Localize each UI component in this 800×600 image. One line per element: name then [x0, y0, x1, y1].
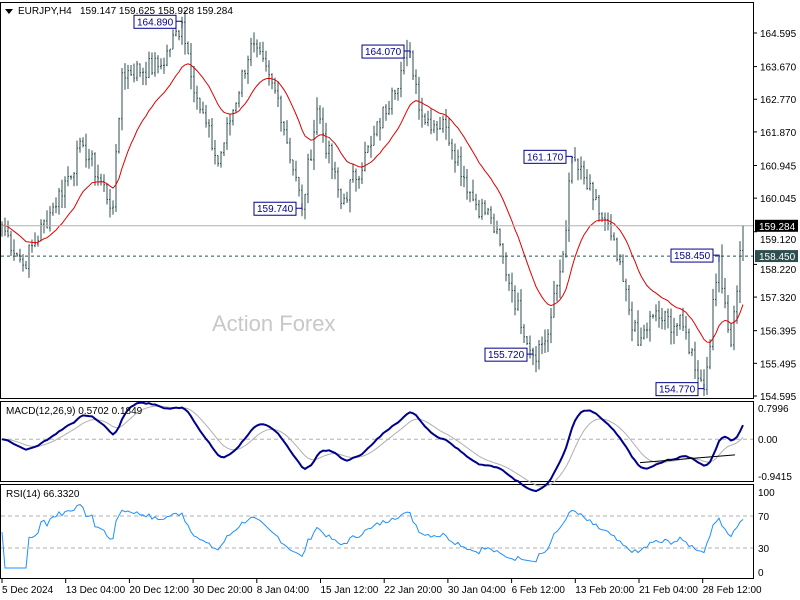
watermark: Action Forex [212, 311, 336, 336]
annotation-box [484, 347, 528, 362]
current-price-label: 159.284 [759, 222, 796, 233]
annotation-box [253, 201, 297, 216]
price-tick-label: 156.395 [760, 327, 797, 338]
annotation-leader [566, 155, 573, 164]
annotation-label: 159.740 [257, 204, 294, 215]
time-tick-label: 28 Feb 12:00 [703, 585, 762, 596]
price-tick-label: 164.595 [760, 29, 797, 40]
annotation-leader [404, 50, 411, 59]
price-tick-label: 157.320 [760, 293, 797, 304]
price-tick-label: 161.870 [760, 128, 797, 139]
collapse-triangle-icon[interactable] [5, 9, 13, 14]
annotation-label: 164.890 [137, 17, 174, 28]
annotation-box [523, 149, 567, 164]
price-tick-label: 162.770 [760, 95, 797, 106]
macd-panel-frame [0, 401, 754, 482]
annotation-box [655, 382, 699, 397]
moving-average-line [1, 63, 744, 344]
time-tick-label: 6 Feb 12:00 [512, 585, 566, 596]
time-tick-label: 8 Jan 04:00 [257, 585, 310, 596]
annotation-label: 161.170 [527, 152, 564, 163]
rsi-tick-label: 70 [758, 512, 770, 523]
current-price-tag [755, 219, 798, 232]
symbol-label: EURJPY,H4 [18, 6, 72, 17]
time-tick-label: 21 Feb 04:00 [639, 585, 698, 596]
time-tick-label: 20 Dec 12:00 [129, 585, 189, 596]
rsi-tick-label: 100 [758, 488, 775, 499]
annotation-leader [296, 203, 303, 209]
price-tick-label: 159.120 [760, 235, 797, 246]
price-tick-label: 155.495 [760, 359, 797, 370]
annotation-box [670, 248, 714, 263]
annotation-box [133, 14, 177, 29]
price-tick-label: 160.945 [760, 161, 797, 172]
macd-signal-line [1, 405, 744, 487]
annotation-label: 154.770 [659, 385, 696, 396]
macd-line [1, 401, 744, 493]
time-tick-label: 13 Dec 04:00 [66, 585, 126, 596]
level-tag [755, 250, 798, 263]
time-tick-label: 22 Jan 20:00 [384, 585, 442, 596]
macd-trendline [639, 454, 736, 464]
time-tick-label: 30 Dec 20:00 [193, 585, 253, 596]
annotation-leader [698, 383, 705, 390]
time-tick-label: 15 Jan 12:00 [321, 585, 379, 596]
price-tick-label: 154.595 [760, 392, 797, 403]
main-panel-frame [0, 2, 754, 399]
macd-tick-label: 0.00 [758, 435, 778, 446]
macd-tick-label: 0.7996 [758, 404, 789, 415]
macd-label: MACD(12,26,9) 0.5702 0.1849 [6, 406, 143, 417]
rsi-line [1, 504, 744, 569]
rsi-tick-label: 0 [758, 568, 764, 579]
time-tick-label: 13 Feb 20:00 [575, 585, 634, 596]
rsi-tick-label: 30 [758, 544, 770, 555]
annotation-label: 158.450 [674, 251, 711, 262]
annotation-leader [527, 349, 534, 355]
time-tick-label: 5 Dec 2024 [2, 585, 54, 596]
annotation-leader [176, 20, 183, 29]
ohlc-values: 159.147 159.625 158.928 159.284 [80, 6, 233, 17]
price-tick-label: 160.045 [760, 194, 797, 205]
rsi-label: RSI(14) 66.3320 [6, 489, 80, 500]
annotation-box [361, 44, 405, 59]
annotation-label: 164.070 [365, 47, 402, 58]
rsi-panel-frame [0, 484, 754, 579]
annotation-label: 155.720 [488, 350, 525, 361]
macd-tick-label: -0.9415 [758, 472, 792, 483]
price-tick-label: 163.670 [760, 63, 797, 74]
time-tick-label: 30 Jan 04:00 [448, 585, 506, 596]
annotation-leader [713, 254, 720, 263]
level-label: 158.450 [759, 252, 796, 263]
price-tick-label: 158.220 [760, 265, 797, 276]
